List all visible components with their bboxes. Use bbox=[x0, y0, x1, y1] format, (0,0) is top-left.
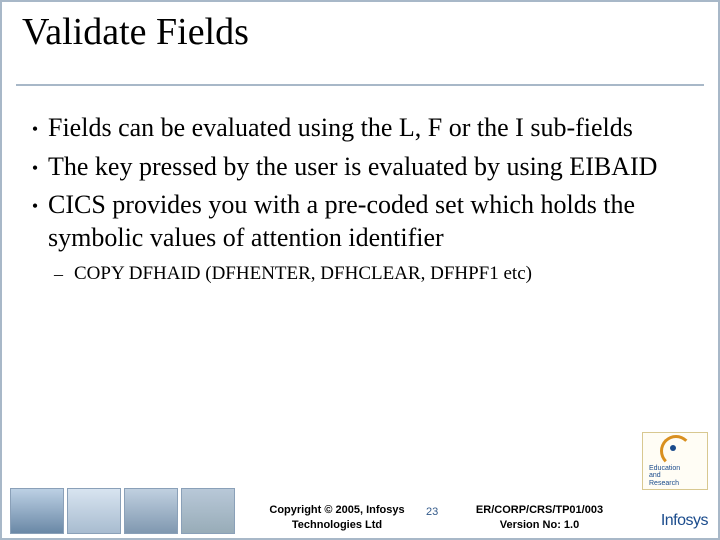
sub-bullet-item: – COPY DFHAID (DFHENTER, DFHCLEAR, DFHPF… bbox=[54, 262, 694, 286]
infosys-logo: Infosys bbox=[628, 510, 708, 532]
art-panel bbox=[10, 488, 64, 534]
art-panel bbox=[124, 488, 178, 534]
reference-line: Version No: 1.0 bbox=[500, 519, 579, 531]
bullet-text: COPY DFHAID (DFHENTER, DFHCLEAR, DFHPF1 … bbox=[70, 262, 532, 286]
bullet-marker: – bbox=[54, 262, 70, 286]
title-region: Validate Fields bbox=[16, 8, 704, 86]
art-panel bbox=[181, 488, 235, 534]
slide-container: Validate Fields • Fields can be evaluate… bbox=[0, 0, 720, 540]
content-region: • Fields can be evaluated using the L, F… bbox=[26, 112, 694, 286]
bullet-text: Fields can be evaluated using the L, F o… bbox=[44, 112, 633, 145]
bullet-marker: • bbox=[26, 112, 44, 144]
bullet-item: • CICS provides you with a pre-coded set… bbox=[26, 189, 694, 254]
company-logo-text: Infosys bbox=[661, 512, 708, 530]
bullet-item: • The key pressed by the user is evaluat… bbox=[26, 151, 694, 184]
copyright-line: Technologies Ltd bbox=[292, 519, 382, 531]
footer-region: Copyright © 2005, Infosys Technologies L… bbox=[2, 476, 718, 538]
bullet-text: The key pressed by the user is evaluated… bbox=[44, 151, 657, 184]
bullet-marker: • bbox=[26, 151, 44, 183]
bullet-marker: • bbox=[26, 189, 44, 221]
art-panel bbox=[67, 488, 121, 534]
copyright-text: Copyright © 2005, Infosys Technologies L… bbox=[252, 503, 422, 532]
bullet-item: • Fields can be evaluated using the L, F… bbox=[26, 112, 694, 145]
reference-text: ER/CORP/CRS/TP01/003 Version No: 1.0 bbox=[462, 503, 617, 532]
reference-line: ER/CORP/CRS/TP01/003 bbox=[476, 504, 603, 516]
page-number: 23 bbox=[426, 506, 438, 518]
slide-title: Validate Fields bbox=[22, 10, 704, 54]
bullet-text: CICS provides you with a pre-coded set w… bbox=[44, 189, 694, 254]
swirl-icon bbox=[660, 435, 690, 463]
footer-artwork bbox=[10, 488, 235, 534]
copyright-line: Copyright © 2005, Infosys bbox=[269, 504, 404, 516]
